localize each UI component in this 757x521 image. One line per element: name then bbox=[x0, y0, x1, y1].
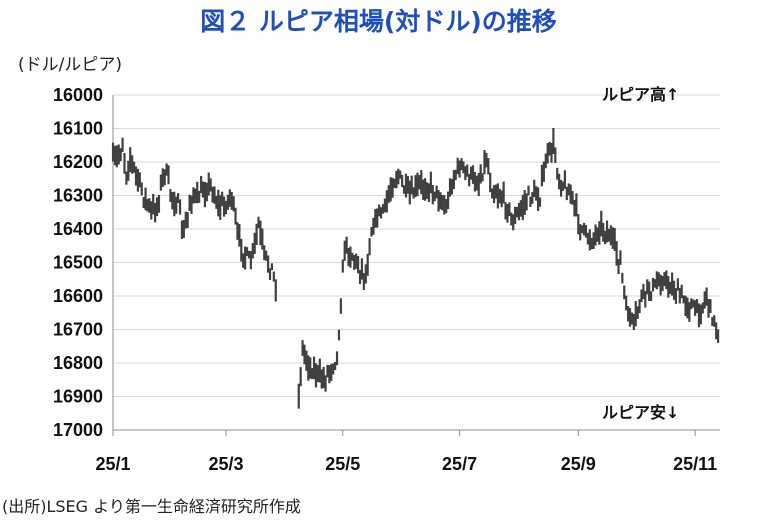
y-tick-label: 16900 bbox=[53, 387, 103, 407]
y-tick-label: 16400 bbox=[53, 219, 103, 239]
source-note: (出所)LSEG より第一生命経済研究所作成 bbox=[2, 497, 301, 516]
x-tick-labels: 25/1 25/3 25/5 25/7 25/9 25/11 bbox=[95, 454, 717, 474]
x-tick-label: 25/3 bbox=[208, 454, 243, 474]
x-tick-label: 25/1 bbox=[95, 454, 130, 474]
x-tick-label: 25/11 bbox=[673, 454, 717, 474]
price-bars bbox=[111, 127, 720, 409]
y-tick-label: 16100 bbox=[53, 119, 103, 139]
y-tick-label: 16600 bbox=[53, 286, 103, 306]
y-tick-label: 16500 bbox=[53, 253, 103, 273]
x-tick-label: 25/5 bbox=[325, 454, 360, 474]
unit-label: (ドル/ルピア) bbox=[18, 55, 122, 75]
x-tick-label: 25/7 bbox=[442, 454, 477, 474]
y-tick-labels: 16000 16100 16200 16300 16400 16500 16600 16700… bbox=[53, 85, 103, 440]
y-tick-label: 17000 bbox=[53, 420, 103, 440]
annotation-rupiah-weak: ルピア安↓ bbox=[602, 403, 679, 422]
x-tick-label: 25/9 bbox=[561, 454, 596, 474]
y-tick-label: 16200 bbox=[53, 152, 103, 172]
axes bbox=[112, 95, 720, 436]
y-tick-label: 16700 bbox=[53, 320, 103, 340]
y-tick-label: 16800 bbox=[53, 353, 103, 373]
annotation-rupiah-strong: ルピア高↑ bbox=[602, 85, 679, 104]
chart-title: 図２ ルピア相場(対ドル)の推移 bbox=[200, 7, 557, 36]
y-tick-label: 16300 bbox=[53, 186, 103, 206]
gridlines bbox=[113, 94, 720, 431]
y-tick-label: 16000 bbox=[53, 85, 103, 105]
